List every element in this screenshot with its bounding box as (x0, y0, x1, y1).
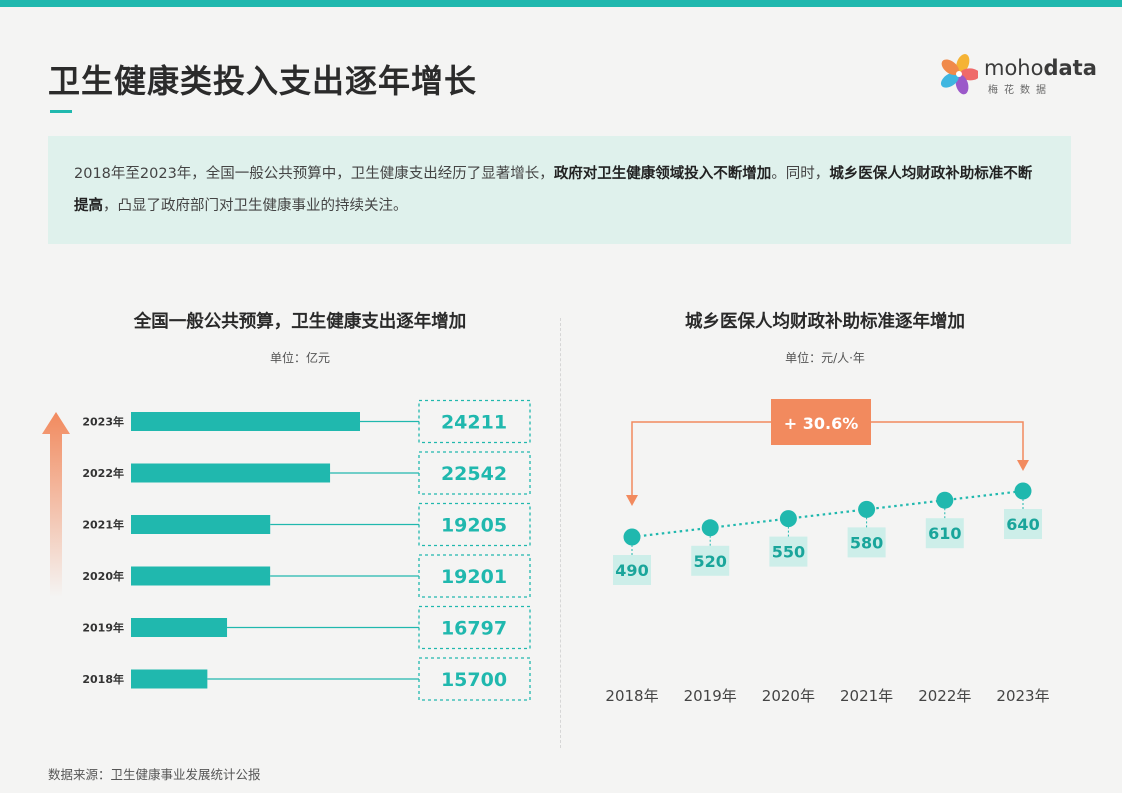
point-value-label: 640 (1006, 515, 1039, 534)
data-point (936, 491, 954, 509)
summary-text: 2018年至2023年，全国一般公共预算中，卫生健康支出经历了显著增长， (74, 166, 554, 182)
bar-value-label: 19201 (441, 566, 507, 588)
x-tick-label: 2023年 (996, 687, 1049, 705)
pinwheel-logo-icon (940, 54, 980, 95)
bar (131, 463, 331, 483)
growth-badge (771, 399, 871, 445)
line-chart-title: 城乡医保人均财政补助标准逐年增加 (685, 312, 965, 332)
bar-category-label: 2019年 (82, 621, 124, 635)
bar (131, 566, 271, 586)
bar-category-label: 2023年 (82, 415, 124, 429)
page-title: 卫生健康类投入支出逐年增长 (48, 62, 478, 100)
value-box (418, 657, 531, 701)
point-value-label: 490 (615, 561, 648, 580)
arrow-down-icon (626, 495, 638, 506)
bar (131, 618, 228, 637)
brand-logo: mohodata 梅花数据 (940, 52, 1097, 98)
chart-divider (560, 318, 561, 748)
value-box (418, 502, 531, 547)
annotation-bracket-left (631, 421, 771, 495)
point-label-box (925, 518, 964, 549)
bar (131, 515, 271, 534)
annotation-bracket-right (871, 421, 1024, 460)
growth-badge-label: + 30.6% (784, 414, 858, 433)
point-value-label: 520 (693, 552, 726, 571)
bar-chart: 2023年 24211 2022年 22542 2021年 19205 2020年 19201… (42, 399, 531, 701)
logo-subtitle: 梅花数据 (988, 85, 1052, 96)
point-label-box (769, 536, 808, 567)
data-source: 数据来源：卫生健康事业发展统计公报 (48, 767, 261, 782)
summary-highlight: 城乡医保人均财政补助标准不断提高 (74, 166, 1033, 214)
summary-text: 。同时， (771, 166, 830, 182)
x-tick-label: 2019年 (684, 687, 737, 705)
bar-category-label: 2018年 (82, 672, 124, 686)
bar-category-label: 2021年 (82, 518, 124, 532)
line-chart: + 30.6% 490 2018年 520 2019年 550 2020年 580 2021年 6… (605, 399, 1050, 705)
point-label-box (847, 527, 886, 558)
top-accent-bar (0, 0, 1122, 7)
x-tick-label: 2020年 (762, 687, 815, 705)
point-label-box (1004, 509, 1042, 539)
point-value-label: 610 (928, 524, 961, 543)
data-point (1014, 482, 1032, 500)
bar-category-label: 2022年 (82, 466, 124, 480)
arrow-down-icon (1017, 460, 1029, 471)
summary-text: ，凸显了政府部门对卫生健康事业的持续关注。 (103, 198, 408, 214)
data-point (779, 510, 797, 528)
point-value-label: 550 (772, 543, 805, 562)
series-line (631, 489, 1024, 539)
x-tick-label: 2021年 (840, 687, 893, 705)
point-label-box (691, 545, 730, 576)
value-box (418, 399, 531, 444)
bar (131, 669, 208, 689)
bar-value-label: 22542 (441, 463, 507, 485)
bar-value-label: 24211 (441, 412, 507, 434)
data-point (623, 528, 641, 546)
bar-chart-title: 全国一般公共预算，卫生健康支出逐年增加 (133, 312, 467, 332)
bar (131, 412, 360, 431)
bar-value-label: 16797 (441, 618, 507, 640)
line-chart-unit: 单位：元/人·年 (785, 351, 865, 365)
growth-arrow-icon (42, 412, 70, 597)
summary-box: 2018年至2023年，全国一般公共预算中，卫生健康支出经历了显著增长，政府对卫… (48, 136, 1071, 244)
point-value-label: 580 (850, 533, 883, 552)
bar-value-label: 15700 (441, 669, 507, 691)
x-tick-label: 2018年 (605, 687, 658, 705)
data-point (701, 519, 719, 537)
logo-wordmark: mohodata (984, 56, 1097, 80)
value-box (418, 451, 531, 495)
x-tick-label: 2022年 (918, 687, 971, 705)
data-point (858, 500, 876, 518)
bar-value-label: 19205 (441, 515, 507, 537)
summary-highlight: 政府对卫生健康领域投入不断增加 (553, 166, 772, 182)
bar-category-label: 2020年 (82, 569, 124, 583)
title-underline (50, 110, 72, 113)
point-label-box (613, 555, 651, 585)
value-box (418, 554, 531, 598)
value-box (418, 605, 531, 650)
bar-chart-unit: 单位：亿元 (269, 351, 330, 365)
